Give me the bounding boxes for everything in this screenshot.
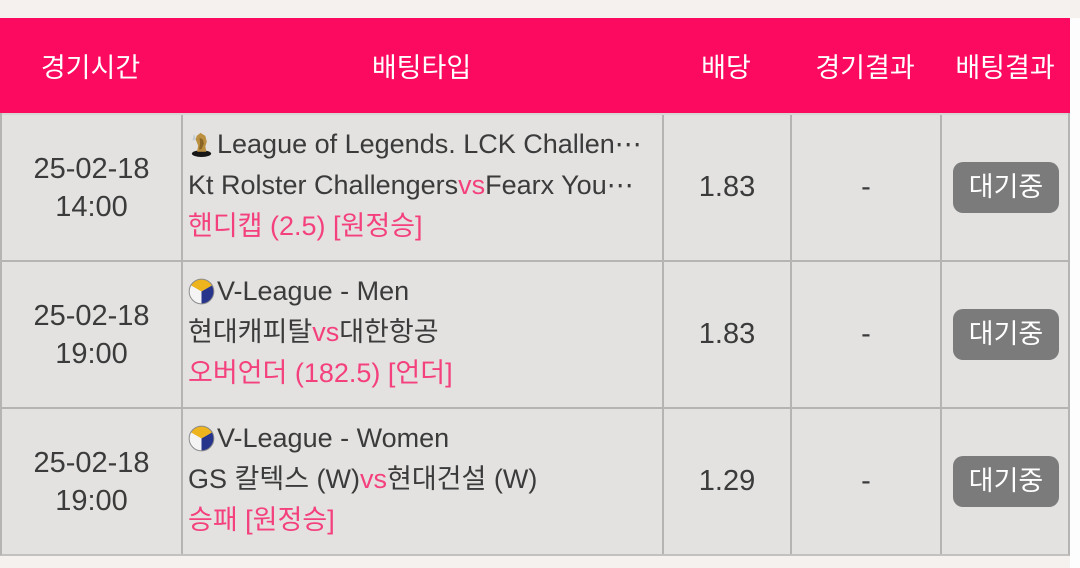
bet-result-cell: 대기중 [940,262,1070,407]
league-name: League of Legends. LCK Challen⋯ [217,129,642,159]
column-header-bet-type: 배팅타입 [371,53,472,83]
bet-type-cell: League of Legends. LCK Challen⋯ Kt Rolst… [181,115,662,260]
league-name: V-League - Men [217,276,410,306]
bet-status-button[interactable]: 대기중 [952,162,1060,213]
game-result-cell: - [790,409,940,554]
game-time-cell: 25-02-18 19:00 [2,409,181,554]
bet-result-cell: 대기중 [940,115,1070,260]
column-header-bet-result: 배팅결과 [955,53,1055,83]
bet-type-label: 승패 [원정승] [188,505,335,535]
table-row: 25-02-18 14:00 League of Legends. LCK Ch… [2,113,1068,260]
odds-cell: 1.29 [662,409,790,554]
game-time-cell: 25-02-18 14:00 [2,115,181,260]
bet-type-cell: V-League - Women GS 칼텍스 (W) vs 현대건설 (W) 승패… [181,409,662,554]
table-body: 25-02-18 14:00 League of Legends. LCK Ch… [0,113,1070,556]
table-header-row: 경기시간 배팅타입 배당 경기결과 배팅결과 [0,18,1070,113]
volleyball-icon [188,278,215,305]
game-date: 25-02-18 [33,446,150,479]
bet-type-label: 핸디캡 (2.5) [원정승] [188,211,423,241]
bet-status-button[interactable]: 대기중 [952,309,1060,360]
column-header-odds: 배당 [701,53,751,83]
bet-result-cell: 대기중 [940,409,1070,554]
volleyball-icon [188,425,215,452]
game-result-cell: - [790,262,940,407]
away-team: 현대건설 (W) [387,464,538,494]
home-team: GS 칼텍스 (W) [188,464,360,494]
bet-type-cell: V-League - Men 현대캐피탈 vs 대한항공 오버언더 (182.5) … [181,262,662,407]
table-row: 25-02-18 19:00 V-League - Women GS 칼텍스 (… [2,407,1068,554]
home-team: Kt Rolster Challengers [188,170,459,200]
league-of-legends-icon [191,132,212,158]
away-team: Fearx You⋯ [485,170,634,200]
game-date: 25-02-18 [33,152,150,185]
vs-label: vs [360,464,387,494]
away-team: 대한항공 [339,317,439,347]
column-header-game-result: 경기결과 [815,53,915,83]
vs-label: vs [312,317,340,347]
odds-cell: 1.83 [662,115,790,260]
game-clock: 14:00 [55,190,128,223]
game-clock: 19:00 [55,484,128,517]
table-row: 25-02-18 19:00 V-League - Men 현대캐피탈 vs 대한항… [2,260,1068,407]
game-time-cell: 25-02-18 19:00 [2,262,181,407]
home-team: 현대캐피탈 [188,317,313,347]
game-clock: 19:00 [55,337,128,370]
betting-history-table: 경기시간 배팅타입 배당 경기결과 배팅결과 25-02-18 14:00 [0,18,1070,556]
league-name: V-League - Women [217,423,450,453]
column-header-game-time: 경기시간 [40,53,141,83]
page-right-gutter [1070,18,1080,568]
bet-status-button[interactable]: 대기중 [952,456,1060,507]
bet-type-label: 오버언더 (182.5) [언더] [188,358,453,388]
game-result-cell: - [790,115,940,260]
game-date: 25-02-18 [33,299,150,332]
vs-label: vs [458,170,486,200]
odds-cell: 1.83 [662,262,790,407]
